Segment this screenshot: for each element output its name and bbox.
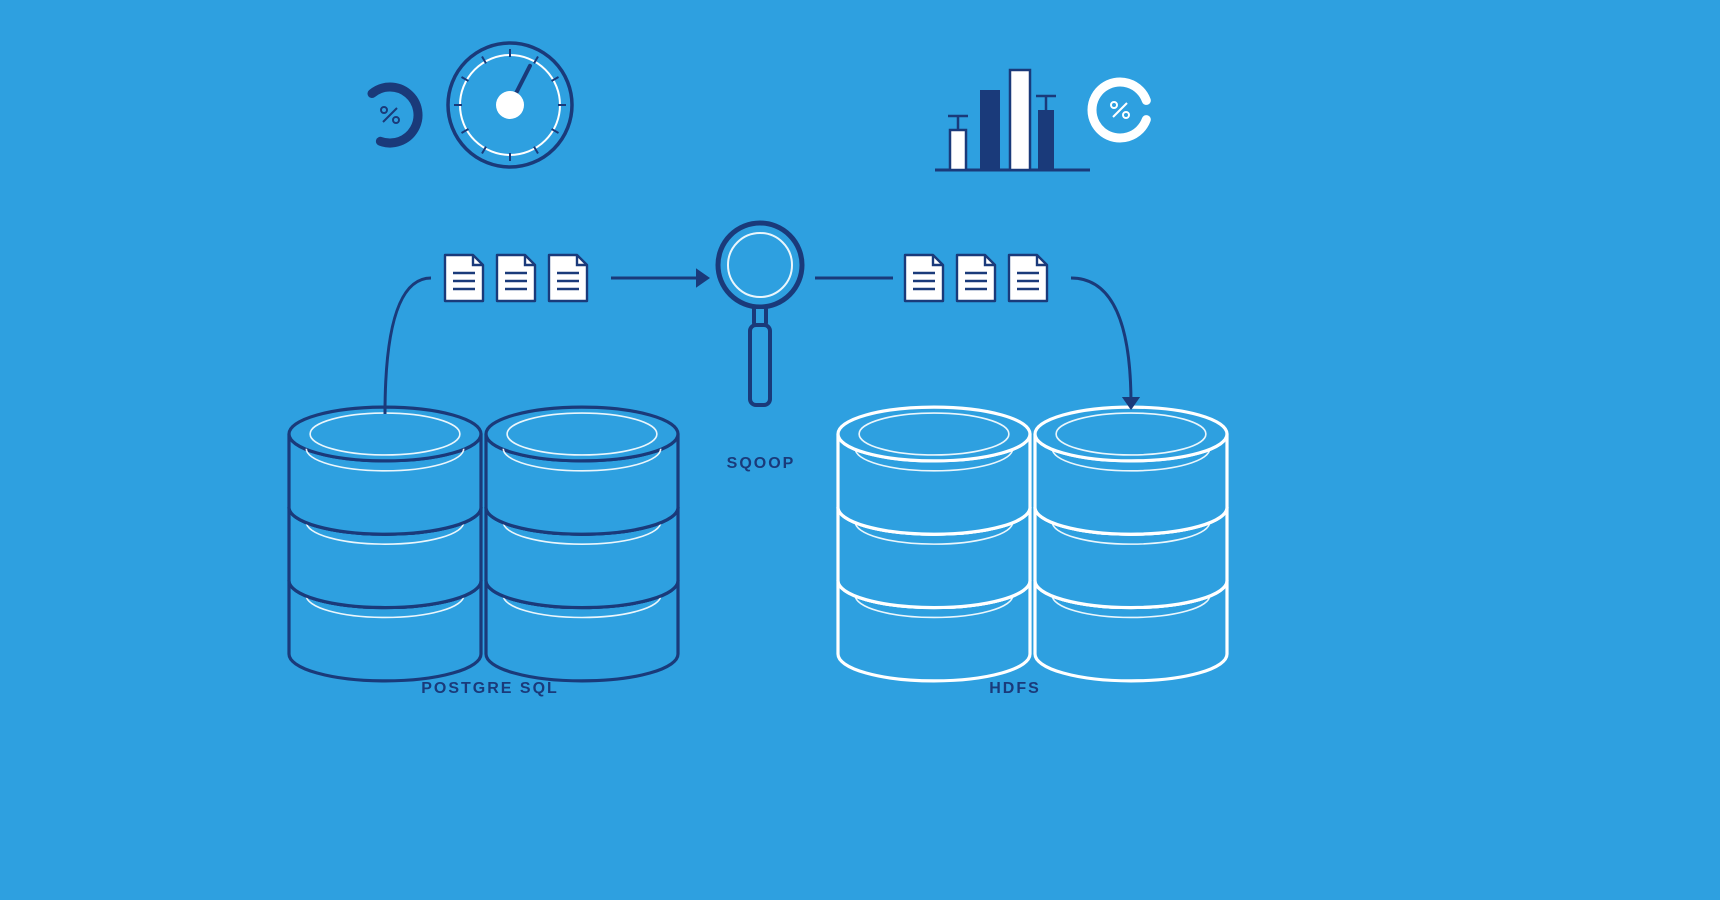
db-left-2 (486, 407, 678, 681)
file-right-0 (905, 255, 943, 301)
file-left-0 (445, 255, 483, 301)
gauge-icon (448, 43, 572, 167)
db-left-1 (289, 407, 481, 681)
center-label: SQOOP (727, 455, 796, 473)
file-right-1 (957, 255, 995, 301)
file-left-2 (549, 255, 587, 301)
diagram-svg (0, 0, 1720, 900)
diagram-canvas (0, 0, 1720, 900)
db-right-2 (1035, 407, 1227, 681)
right-cluster-label: HDFS (989, 680, 1041, 698)
file-right-2 (1009, 255, 1047, 301)
db-right-1 (838, 407, 1030, 681)
file-left-1 (497, 255, 535, 301)
left-cluster-label: POSTGRE SQL (421, 680, 559, 698)
